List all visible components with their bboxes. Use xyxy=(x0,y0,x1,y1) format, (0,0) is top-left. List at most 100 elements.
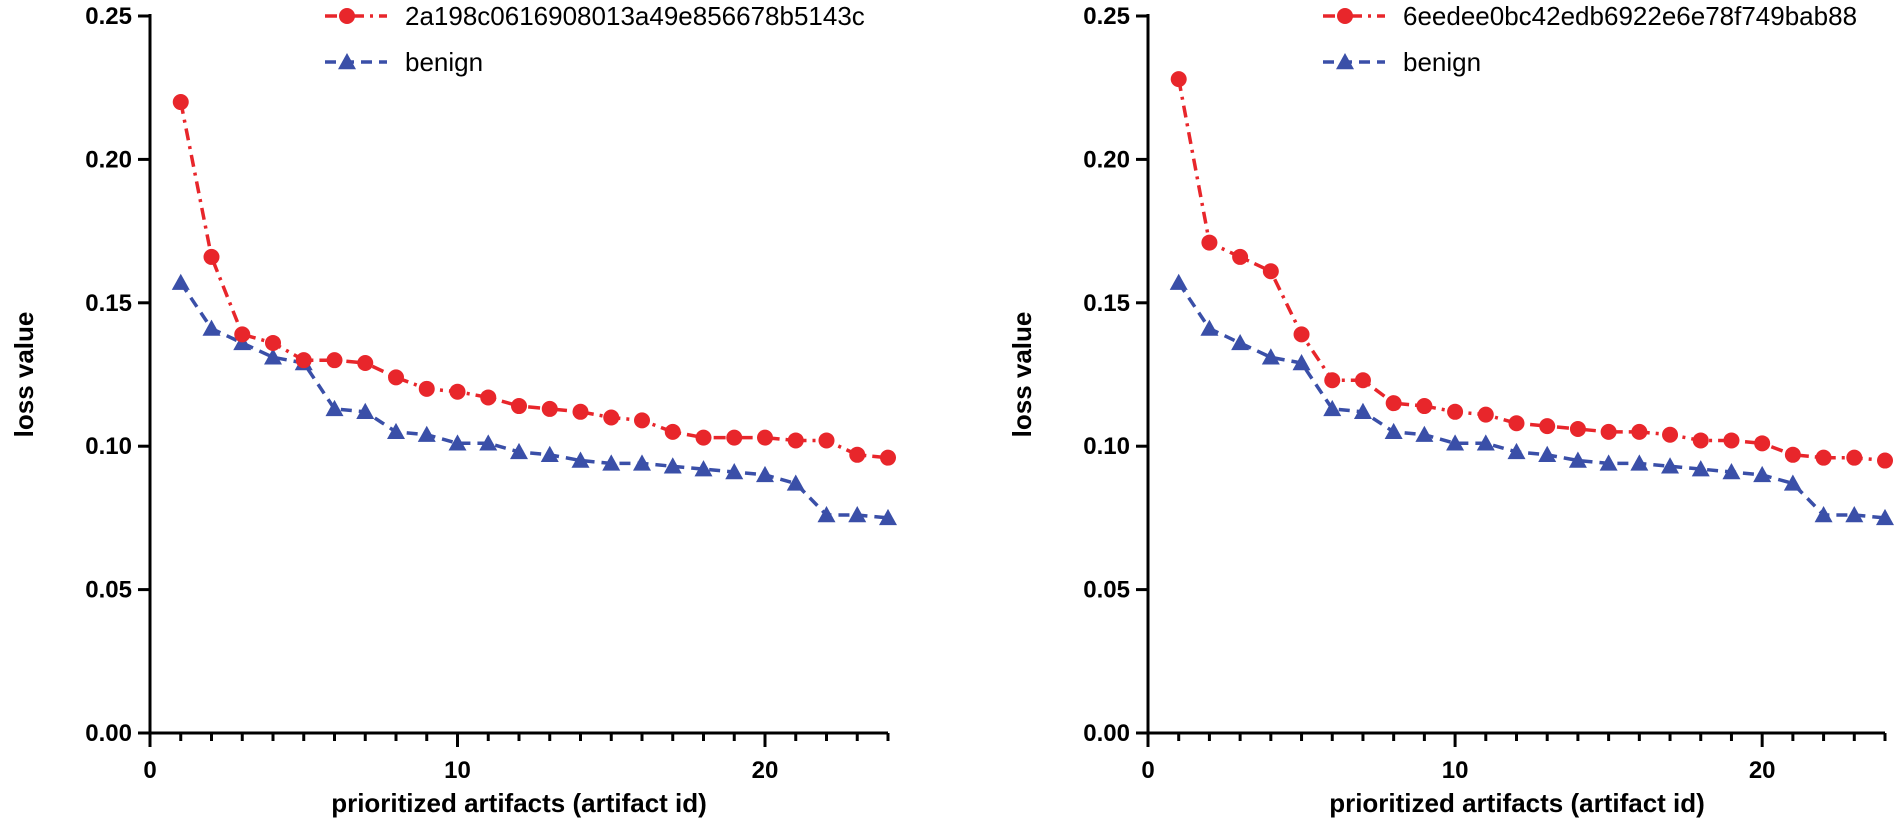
data-point-circle xyxy=(449,383,466,400)
data-point-triangle xyxy=(1753,465,1772,483)
data-point-circle xyxy=(1477,406,1494,423)
data-point-triangle xyxy=(725,463,744,480)
y-tick-label: 0.05 xyxy=(85,577,132,604)
data-point-triangle xyxy=(1783,474,1802,491)
chart-left: 0.00 0.05 0.10 0.15 0.20 0.25 0 10 20 prioritized… xyxy=(9,1,897,818)
x-tick-label: 0 xyxy=(1141,757,1154,784)
y-tick-label: 0.05 xyxy=(1083,577,1130,604)
data-point-circle xyxy=(172,94,189,111)
data-point-circle xyxy=(1784,446,1801,463)
data-point-triangle xyxy=(1353,402,1372,419)
data-point-circle xyxy=(634,412,650,429)
data-point-circle xyxy=(234,326,251,343)
data-point-circle xyxy=(1754,435,1771,452)
data-point-circle xyxy=(1631,423,1648,440)
legend-label: benign xyxy=(405,47,483,77)
y-tick-label: 0.20 xyxy=(1083,146,1130,173)
data-point-circle xyxy=(695,429,712,446)
data-point-circle xyxy=(1324,372,1341,389)
data-point-triangle xyxy=(1814,506,1833,523)
data-point-circle xyxy=(1846,449,1863,466)
data-point-circle xyxy=(295,352,312,369)
y-tick-label: 0.00 xyxy=(85,720,132,747)
series-line-benign xyxy=(179,281,889,520)
data-point-circle xyxy=(1877,452,1893,469)
data-point-circle xyxy=(1385,395,1402,412)
data-point-triangle xyxy=(663,457,682,474)
data-point-circle xyxy=(1293,326,1310,343)
legend-label: 6eedee0bc42edb6922e6e78f749bab88 xyxy=(1403,1,1857,31)
x-tick-label: 10 xyxy=(1442,757,1469,784)
data-point-triangle xyxy=(264,348,282,365)
y-tick-label: 0.25 xyxy=(1083,3,1130,30)
data-point-triangle xyxy=(1323,399,1342,417)
data-point-triangle xyxy=(448,434,467,451)
data-point-triangle xyxy=(417,425,436,442)
y-tick-label: 0.00 xyxy=(1083,720,1130,747)
data-point-circle xyxy=(1201,234,1218,251)
legend-marker-circle xyxy=(339,8,355,24)
data-point-triangle xyxy=(1415,425,1434,442)
x-axis-label: prioritized artifacts (artifact id) xyxy=(331,788,707,818)
y-axis-label: loss value xyxy=(1007,312,1037,438)
y-tick-label: 0.25 xyxy=(85,3,132,30)
data-point-triangle xyxy=(202,319,221,336)
data-point-triangle xyxy=(817,506,836,523)
data-point-triangle xyxy=(1476,434,1495,451)
data-point-triangle xyxy=(540,445,559,463)
x-tick-label: 10 xyxy=(444,757,471,784)
x-tick-label: 20 xyxy=(1749,757,1776,784)
data-point-triangle xyxy=(1261,348,1280,365)
data-point-circle xyxy=(1416,398,1433,415)
legend-marker-triangle xyxy=(338,53,356,70)
data-point-triangle xyxy=(1292,354,1311,371)
data-point-circle xyxy=(326,352,343,369)
data-point-triangle xyxy=(1876,508,1894,526)
data-point-triangle xyxy=(602,454,621,471)
y-tick-label: 0.10 xyxy=(85,433,132,460)
data-point-triangle xyxy=(1538,445,1557,463)
data-point-triangle xyxy=(1661,457,1680,474)
data-point-circle xyxy=(880,449,896,466)
chart-right: 0.00 0.05 0.10 0.15 0.20 0.25 0 10 20 prioritized… xyxy=(1007,1,1894,818)
data-point-circle xyxy=(849,446,866,463)
data-point-circle xyxy=(203,248,220,265)
y-tick-label: 0.15 xyxy=(85,290,132,317)
data-point-circle xyxy=(1354,372,1371,389)
data-point-circle xyxy=(1692,432,1709,449)
data-point-triangle xyxy=(633,454,651,471)
data-point-circle xyxy=(1662,426,1679,443)
data-point-circle xyxy=(787,432,804,449)
data-point-triangle xyxy=(356,402,375,419)
data-point-triangle xyxy=(479,434,498,451)
data-point-circle xyxy=(664,423,681,440)
data-point-triangle xyxy=(1599,454,1618,471)
data-point-triangle xyxy=(1568,451,1587,468)
y-tick-label: 0.20 xyxy=(85,146,132,173)
data-point-circle xyxy=(1569,420,1586,437)
data-point-circle xyxy=(1600,423,1617,440)
data-point-circle xyxy=(480,389,497,406)
data-point-circle xyxy=(1447,403,1464,420)
data-point-triangle xyxy=(1446,434,1465,451)
y-tick-label: 0.10 xyxy=(1083,433,1130,460)
data-point-circle xyxy=(418,380,435,397)
series-line-malicious xyxy=(179,101,889,460)
data-point-circle xyxy=(1815,449,1832,466)
data-point-circle xyxy=(818,432,835,449)
series-line-benign xyxy=(1177,281,1886,520)
x-tick-label: 20 xyxy=(752,757,779,784)
data-point-triangle xyxy=(1845,506,1864,523)
legend-marker-circle xyxy=(1337,8,1353,24)
data-point-triangle xyxy=(171,273,190,290)
data-point-circle xyxy=(511,398,527,415)
data-point-triangle xyxy=(879,508,897,526)
data-point-circle xyxy=(572,403,589,420)
data-point-triangle xyxy=(1231,333,1250,351)
data-point-circle xyxy=(1170,71,1187,88)
data-point-circle xyxy=(388,369,404,386)
data-point-circle xyxy=(1539,418,1556,435)
data-point-triangle xyxy=(694,460,713,477)
data-point-triangle xyxy=(1630,454,1649,471)
